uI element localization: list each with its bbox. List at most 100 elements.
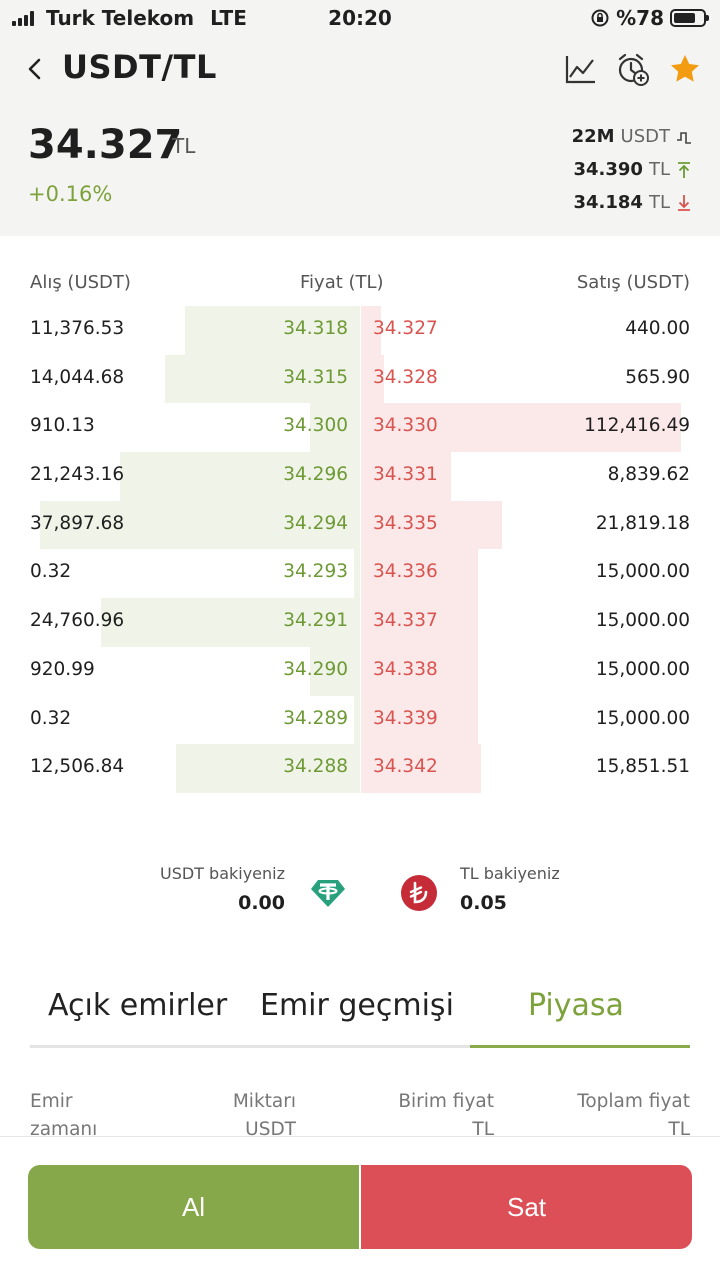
ask-depth-bar: [361, 306, 382, 355]
orderbook-row[interactable]: 11,376.53 34.318 34.327 440.00: [0, 306, 720, 355]
ask-amount: 440.00: [625, 318, 690, 339]
ask-amount: 15,000.00: [595, 658, 690, 680]
ask-amount: 15,000.00: [595, 707, 690, 729]
volume-value: 22M: [571, 126, 615, 147]
ask-amount: 15,000.00: [595, 561, 690, 583]
bid-price: 34.315: [283, 366, 348, 388]
bid-depth-bar: [120, 452, 360, 501]
col-order-time-line2: zamanı: [30, 1119, 98, 1140]
ask-price: 34.338: [373, 658, 438, 680]
ask-price: 34.328: [373, 366, 438, 388]
tab-open-orders[interactable]: Açık emirler: [48, 988, 228, 1023]
ask-depth-bar: [361, 500, 502, 550]
ask-depth-bar: [361, 403, 681, 453]
bid-amount: 920.99: [30, 658, 95, 680]
bid-depth-bar: [354, 695, 360, 745]
bid-price: 34.300: [283, 415, 348, 437]
tether-icon: [311, 880, 345, 907]
star-icon[interactable]: [668, 52, 702, 86]
market-stats: 22M USDT 34.390 TL 34.184 TL: [572, 120, 692, 219]
high-row: 34.390 TL: [572, 153, 692, 186]
action-bar: Al Sat: [0, 1136, 720, 1280]
alarm-add-icon[interactable]: [616, 52, 650, 86]
bid-amount: 0.32: [30, 561, 72, 583]
bid-depth-bar: [176, 744, 360, 793]
orderbook-row[interactable]: 24,760.96 34.291 34.337 15,000.00: [0, 598, 720, 647]
pair-header: USDT/TL 34.327 TL +0.16% 22M USDT 34.390…: [0, 38, 720, 236]
orderbook-row[interactable]: 0.32 34.293 34.336 15,000.00: [0, 549, 720, 599]
col-order-time-line1: Emir: [30, 1091, 73, 1112]
chart-icon[interactable]: [564, 52, 598, 86]
col-unit-price: Birim fiyat TL: [398, 1088, 494, 1144]
col-price-header: Fiyat (TL): [300, 272, 384, 293]
price-change: +0.16%: [28, 182, 113, 206]
battery-icon: [670, 9, 709, 27]
bid-amount: 12,506.84: [30, 756, 125, 778]
signal-icon: [12, 10, 36, 26]
bid-amount: 37,897.68: [30, 512, 125, 534]
battery-percent: %78: [616, 6, 664, 30]
page-title: USDT/TL: [62, 48, 217, 86]
bid-price: 34.318: [283, 318, 348, 339]
trades-table-header: Emir zamanı Miktarı USDT Birim fiyat TL …: [30, 1088, 690, 1144]
arrow-up-icon: [678, 161, 690, 178]
bid-depth-bar: [101, 598, 360, 647]
bid-depth-bar: [165, 354, 360, 404]
status-bar: Turk Telekom LTE 20:20 %78: [0, 0, 720, 38]
tab-divider: [30, 1045, 690, 1048]
sell-button[interactable]: Sat: [361, 1165, 692, 1249]
orderbook-row[interactable]: 14,044.68 34.315 34.328 565.90: [0, 354, 720, 404]
bid-amount: 910.13: [30, 415, 95, 437]
ask-depth-bar: [361, 452, 451, 501]
ask-price: 34.335: [373, 512, 438, 534]
ask-price: 34.339: [373, 707, 438, 729]
price-currency: TL: [172, 134, 196, 158]
ask-price: 34.342: [373, 756, 438, 778]
tab-market[interactable]: Piyasa: [528, 988, 624, 1023]
col-total-price: Toplam fiyat TL: [577, 1088, 690, 1144]
arrow-down-icon: [678, 194, 690, 211]
tab-order-history[interactable]: Emir geçmişi: [260, 988, 454, 1023]
tl-balance-value: 0.05: [460, 892, 507, 914]
orderbook-row[interactable]: 21,243.16 34.296 34.331 8,839.62: [0, 452, 720, 501]
bid-price: 34.294: [283, 512, 348, 534]
bid-price: 34.290: [283, 658, 348, 680]
low-unit: TL: [648, 192, 670, 213]
ask-depth-bar: [361, 695, 478, 745]
bid-depth-bar: [354, 549, 360, 599]
col-total-price-line2: TL: [668, 1119, 690, 1140]
back-arrow-icon[interactable]: [22, 56, 48, 82]
orderbook-row[interactable]: 0.32 34.289 34.339 15,000.00: [0, 695, 720, 745]
bid-price: 34.296: [283, 464, 348, 486]
high-unit: TL: [648, 159, 670, 180]
ask-price: 34.331: [373, 464, 438, 486]
usdt-balance-value: 0.00: [238, 892, 285, 914]
bid-price: 34.288: [283, 756, 348, 778]
ask-depth-bar: [361, 598, 478, 647]
turkish-lira-icon: [401, 875, 437, 911]
usdt-balance-label: USDT bakiyeniz: [159, 864, 285, 883]
bid-depth-bar: [310, 403, 360, 453]
orderbook-row[interactable]: 12,506.84 34.288 34.342 15,851.51: [0, 744, 720, 793]
ask-amount: 21,819.18: [595, 512, 690, 534]
col-unit-price-line1: Birim fiyat: [398, 1091, 494, 1112]
bid-price: 34.289: [283, 707, 348, 729]
ask-price: 34.336: [373, 561, 438, 583]
buy-button[interactable]: Al: [28, 1165, 359, 1249]
bid-depth-bar: [310, 646, 360, 696]
orderbook-row[interactable]: 37,897.68 34.294 34.335 21,819.18: [0, 500, 720, 550]
tab-active-indicator: [470, 1045, 690, 1048]
bid-amount: 24,760.96: [30, 610, 125, 632]
ask-amount: 15,000.00: [595, 610, 690, 632]
orderbook-row[interactable]: 910.13 34.300 34.330 112,416.49: [0, 403, 720, 453]
col-ask-header: Satış (USDT): [576, 272, 690, 293]
status-time: 20:20: [328, 6, 392, 30]
orderbook: 11,376.53 34.318 34.327 440.00 14,044.68 34.3…: [0, 306, 720, 793]
volume-icon: [677, 131, 691, 144]
network-label: LTE: [210, 6, 247, 30]
ask-amount: 8,839.62: [607, 464, 690, 486]
volume-unit: USDT: [620, 126, 670, 147]
orderbook-row[interactable]: 920.99 34.290 34.338 15,000.00: [0, 646, 720, 696]
low-row: 34.184 TL: [572, 186, 692, 219]
col-unit-price-line2: TL: [472, 1119, 494, 1140]
